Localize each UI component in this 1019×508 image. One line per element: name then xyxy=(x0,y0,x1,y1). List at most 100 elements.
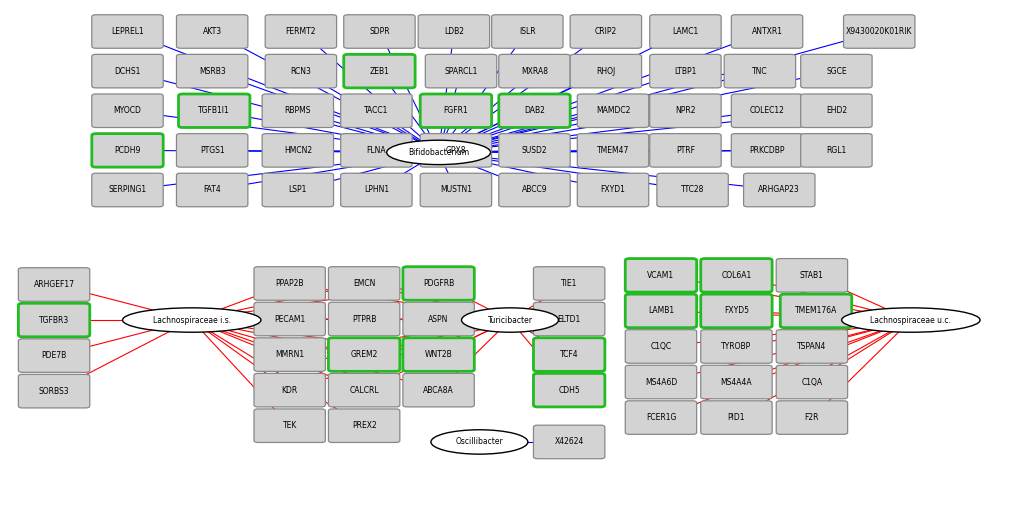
FancyBboxPatch shape xyxy=(340,173,412,207)
FancyBboxPatch shape xyxy=(265,15,336,48)
Text: LPHN1: LPHN1 xyxy=(364,185,388,195)
Text: RGL1: RGL1 xyxy=(825,146,846,155)
FancyBboxPatch shape xyxy=(328,373,399,407)
FancyBboxPatch shape xyxy=(625,401,696,434)
FancyBboxPatch shape xyxy=(700,365,771,399)
Text: FXYD1: FXYD1 xyxy=(600,185,625,195)
FancyBboxPatch shape xyxy=(403,338,474,371)
Text: AKT3: AKT3 xyxy=(203,27,221,36)
Text: X9430020K01RIK: X9430020K01RIK xyxy=(845,27,912,36)
Text: MS4A6D: MS4A6D xyxy=(644,377,677,387)
Text: TMEM176A: TMEM176A xyxy=(794,306,837,315)
FancyBboxPatch shape xyxy=(577,173,648,207)
FancyBboxPatch shape xyxy=(649,134,720,167)
FancyBboxPatch shape xyxy=(731,94,802,128)
FancyBboxPatch shape xyxy=(700,259,771,292)
Text: EMCN: EMCN xyxy=(353,279,375,288)
Text: LAMB1: LAMB1 xyxy=(647,306,674,315)
Text: SORBS3: SORBS3 xyxy=(39,387,69,396)
FancyBboxPatch shape xyxy=(92,94,163,128)
Text: TGFB1I1: TGFB1I1 xyxy=(198,106,230,115)
Text: MS4A4A: MS4A4A xyxy=(719,377,752,387)
FancyBboxPatch shape xyxy=(700,330,771,363)
Text: ARHGAP23: ARHGAP23 xyxy=(758,185,799,195)
Text: LSP1: LSP1 xyxy=(288,185,307,195)
FancyBboxPatch shape xyxy=(328,409,399,442)
Text: PECAM1: PECAM1 xyxy=(274,314,305,324)
Text: ARHGEF17: ARHGEF17 xyxy=(34,280,74,289)
Text: PDGFRB: PDGFRB xyxy=(423,279,453,288)
FancyBboxPatch shape xyxy=(649,94,720,128)
FancyBboxPatch shape xyxy=(775,365,847,399)
FancyBboxPatch shape xyxy=(328,302,399,336)
FancyBboxPatch shape xyxy=(254,338,325,371)
Text: FERMT2: FERMT2 xyxy=(285,27,316,36)
Text: NPR2: NPR2 xyxy=(675,106,695,115)
Text: WNT2B: WNT2B xyxy=(424,350,452,359)
FancyBboxPatch shape xyxy=(843,15,914,48)
FancyBboxPatch shape xyxy=(425,54,496,88)
FancyBboxPatch shape xyxy=(625,330,696,363)
Text: Lachnospiraceae u.c.: Lachnospiraceae u.c. xyxy=(869,315,951,325)
Ellipse shape xyxy=(386,140,490,165)
FancyBboxPatch shape xyxy=(775,330,847,363)
FancyBboxPatch shape xyxy=(178,94,250,128)
Text: TNC: TNC xyxy=(751,67,767,76)
FancyBboxPatch shape xyxy=(498,134,570,167)
Text: FLNA: FLNA xyxy=(366,146,386,155)
FancyBboxPatch shape xyxy=(780,294,851,328)
FancyBboxPatch shape xyxy=(403,373,474,407)
Text: C1QC: C1QC xyxy=(650,342,671,351)
FancyBboxPatch shape xyxy=(625,365,696,399)
Ellipse shape xyxy=(462,308,558,332)
Text: Oscillibacter: Oscillibacter xyxy=(455,437,502,447)
Text: FCER1G: FCER1G xyxy=(645,413,676,422)
Text: LDB2: LDB2 xyxy=(443,27,464,36)
FancyBboxPatch shape xyxy=(577,94,648,128)
Text: TMEM47: TMEM47 xyxy=(596,146,629,155)
Text: STAB1: STAB1 xyxy=(799,271,823,280)
FancyBboxPatch shape xyxy=(262,94,333,128)
FancyBboxPatch shape xyxy=(262,134,333,167)
FancyBboxPatch shape xyxy=(498,54,570,88)
FancyBboxPatch shape xyxy=(498,94,570,128)
Ellipse shape xyxy=(841,308,979,332)
FancyBboxPatch shape xyxy=(254,267,325,300)
Text: FAT4: FAT4 xyxy=(203,185,221,195)
FancyBboxPatch shape xyxy=(533,373,604,407)
Text: DAB2: DAB2 xyxy=(524,106,544,115)
Text: GREM2: GREM2 xyxy=(351,350,377,359)
Text: MAMDC2: MAMDC2 xyxy=(595,106,630,115)
FancyBboxPatch shape xyxy=(533,338,604,371)
Text: TIE1: TIE1 xyxy=(560,279,577,288)
Text: SDPR: SDPR xyxy=(369,27,389,36)
FancyBboxPatch shape xyxy=(418,15,489,48)
FancyBboxPatch shape xyxy=(328,338,399,371)
Text: PRKCDBP: PRKCDBP xyxy=(749,146,784,155)
FancyBboxPatch shape xyxy=(570,54,641,88)
Text: ELTD1: ELTD1 xyxy=(557,314,580,324)
Text: TYROBP: TYROBP xyxy=(720,342,751,351)
FancyBboxPatch shape xyxy=(700,294,771,328)
FancyBboxPatch shape xyxy=(254,302,325,336)
Text: CALCRL: CALCRL xyxy=(348,386,379,395)
Text: PID1: PID1 xyxy=(727,413,745,422)
FancyBboxPatch shape xyxy=(262,173,333,207)
FancyBboxPatch shape xyxy=(328,267,399,300)
FancyBboxPatch shape xyxy=(176,54,248,88)
Text: DCHS1: DCHS1 xyxy=(114,67,141,76)
Text: ISLR: ISLR xyxy=(519,27,535,36)
Text: PDE7B: PDE7B xyxy=(42,351,66,360)
Ellipse shape xyxy=(431,430,528,454)
Text: EHD2: EHD2 xyxy=(825,106,846,115)
FancyBboxPatch shape xyxy=(265,54,336,88)
FancyBboxPatch shape xyxy=(649,54,720,88)
FancyBboxPatch shape xyxy=(800,134,871,167)
Text: TTC28: TTC28 xyxy=(681,185,703,195)
Text: ABCC9: ABCC9 xyxy=(521,185,547,195)
FancyBboxPatch shape xyxy=(625,294,696,328)
Text: COLEC12: COLEC12 xyxy=(749,106,784,115)
FancyBboxPatch shape xyxy=(743,173,814,207)
Text: TCF4: TCF4 xyxy=(559,350,578,359)
FancyBboxPatch shape xyxy=(700,401,771,434)
